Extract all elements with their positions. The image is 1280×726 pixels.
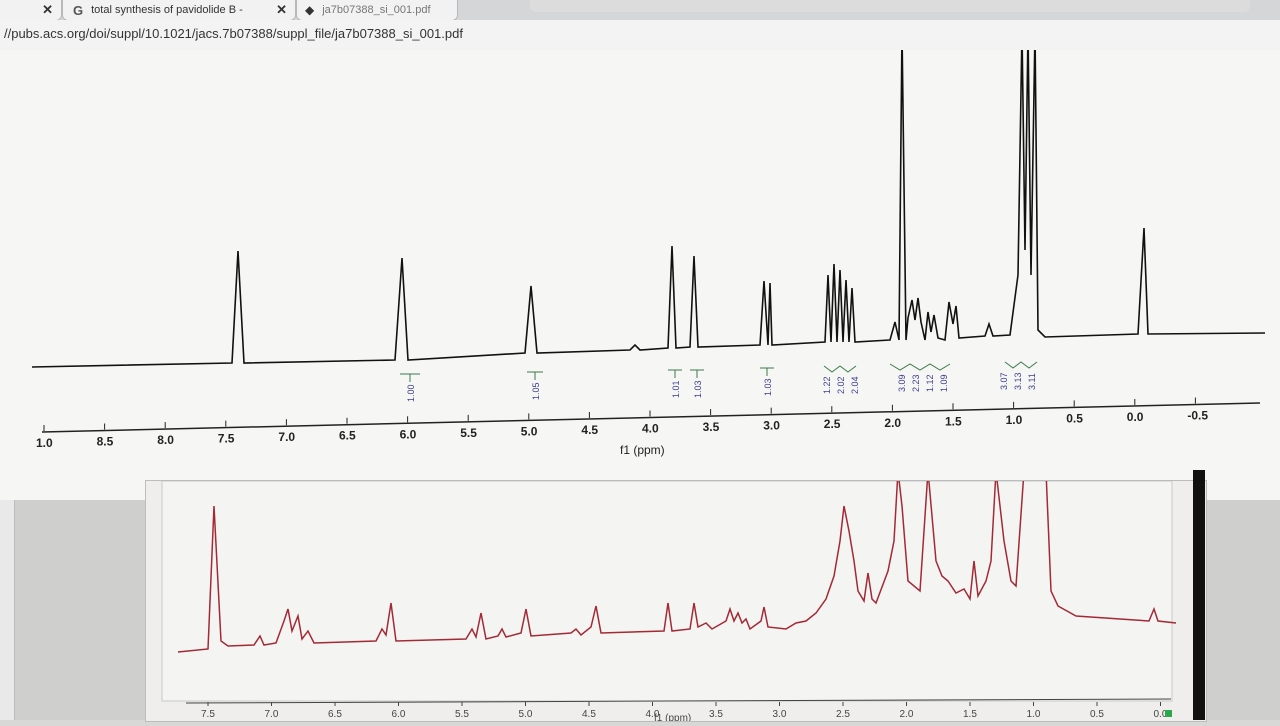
integral-value: 3.11 [1027,373,1037,390]
x-axis-tick-label: 0.0 [1127,410,1144,424]
integral-value: 3.07 [999,372,1009,390]
tab-title: ja7b07388_si_001.pdf [322,4,431,16]
pdf-icon: ◆ [305,3,315,17]
x-axis-tick-label: 3.0 [763,419,780,433]
integral-value: 3.09 [897,374,907,392]
side-panel [0,500,15,720]
x-axis-tick-label: 5.0 [521,424,538,438]
integral-value: 2.02 [836,376,846,394]
mnova-axis-tick-label: 7.5 [201,709,215,720]
mnova-axis-tick-label: 2.0 [900,709,914,720]
mnova-axis-tick-label: 7.0 [265,709,279,720]
mnova-axis-ticks: 7.5 7.0 6.5 6.0 5.5 5.0 4.5 4.0 3.5 3.0 2.5 2.0 1.5 1… [201,702,1168,720]
mnova-x-axis [185,698,1172,704]
spectrum-trace [31,29,1266,368]
mnova-spectrum: 7.5 7.0 6.5 6.0 5.5 5.0 4.5 4.0 3.5 3.0 2.5 2.0 1.5 1… [161,470,1177,724]
integral-value: 1.03 [763,378,773,396]
x-axis-tick-label: 4.5 [581,423,598,437]
x-axis-tick-label: 8.5 [97,435,114,449]
x-axis-tick-label: 2.0 [884,416,901,430]
x-axis-tick-label: 4.0 [642,422,659,436]
mnova-axis-tick-label: 1.0 [1027,709,1041,720]
tab-previous[interactable]: ✕ [0,0,62,21]
integral-value: 1.05 [531,382,541,400]
x-axis-tick-label: 7.0 [278,430,295,444]
x-axis-label: f1 (ppm) [620,443,665,457]
x-axis-tick-label: -0.5 [1187,409,1208,423]
x-axis-tick-label: 1.0 [36,436,53,450]
mnova-axis-tick-label: 5.5 [455,709,469,720]
nmr-spectrum: 1.00 1.05 1.01 1.03 1.03 1.22 2.02 2.04 … [31,29,1266,457]
integral-marks [400,361,1038,382]
integral-value: 1.01 [671,380,681,398]
x-axis-tick-label: 6.0 [400,427,417,441]
integral-value: 1.12 [925,374,935,392]
x-axis-tick-label: 6.5 [339,429,356,443]
mnova-axis-tick-label: 0.0 [1154,709,1168,720]
new-tab-area[interactable] [530,0,1250,12]
x-axis-tick-label: 3.5 [703,420,720,434]
integral-value: 2.23 [911,374,921,392]
address-bar[interactable]: //pubs.acs.org/doi/suppl/10.1021/jacs.7b… [0,20,1280,51]
close-tab-icon[interactable]: ✕ [276,2,287,17]
mnova-axis-tick-label: 3.5 [709,709,723,720]
mnova-x-axis-label: f1 (ppm) [654,713,691,721]
x-axis-tick-label: 8.0 [157,433,174,447]
integral-value: 1.00 [406,384,416,402]
x-axis-tick-label: 7.5 [218,432,235,446]
pdf-page: 1.00 1.05 1.01 1.03 1.03 1.22 2.02 2.04 … [0,29,1280,500]
mnova-axis-tick-label: 0.5 [1090,709,1104,720]
tab-title: total synthesis of pavidolide B - [91,4,243,16]
x-axis-tick-label: 0.5 [1066,411,1083,425]
integral-value: 1.09 [939,374,949,392]
x-axis-ticks: 1.0 8.5 8.0 7.5 7.0 6.5 6.0 5.5 5.0 4.5 4.0 3.5 3.0 2… [36,397,1208,450]
x-axis-tick-label: 5.5 [460,426,477,440]
google-icon: G [73,2,84,18]
mnova-spectrum-window: 7.5 7.0 6.5 6.0 5.5 5.0 4.5 4.0 3.5 3.0 2.5 2.0 1.5 1… [145,470,1207,724]
mnova-trace [177,470,1177,653]
tab-pdf[interactable]: ◆ ja7b07388_si_001.pdf [296,0,458,21]
mnova-axis-tick-label: 6.0 [392,709,406,720]
x-axis-tick-label: 1.0 [1006,413,1023,427]
mnova-axis-tick-label: 4.0 [646,709,660,720]
tab-strip: ✕ G total synthesis of pavidolide B - ✕ … [0,0,1280,21]
integral-value: 1.22 [822,376,832,394]
mnova-axis-tick-label: 5.0 [519,709,533,720]
integral-value: 3.13 [1013,372,1023,390]
x-axis-tick-label: 1.5 [945,414,962,428]
window-edge [1193,470,1205,720]
integral-value: 1.03 [693,380,703,398]
mnova-axis-tick-label: 6.5 [328,709,342,720]
integral-values: 1.00 1.05 1.01 1.03 1.03 1.22 2.02 2.04 … [406,372,1037,402]
mnova-axis-tick-label: 1.5 [963,709,977,720]
url-text[interactable]: //pubs.acs.org/doi/suppl/10.1021/jacs.7b… [4,26,463,41]
x-axis-tick-label: 2.5 [824,417,841,431]
tab-google-search[interactable]: G total synthesis of pavidolide B - ✕ [62,0,296,21]
integral-value: 2.04 [850,376,860,394]
close-tab-icon[interactable]: ✕ [42,2,53,17]
status-indicator [1165,710,1172,717]
mnova-axis-tick-label: 4.5 [582,709,596,720]
x-axis [41,402,1261,433]
mnova-axis-tick-label: 3.0 [773,709,787,720]
mnova-axis-tick-label: 2.5 [836,709,850,720]
